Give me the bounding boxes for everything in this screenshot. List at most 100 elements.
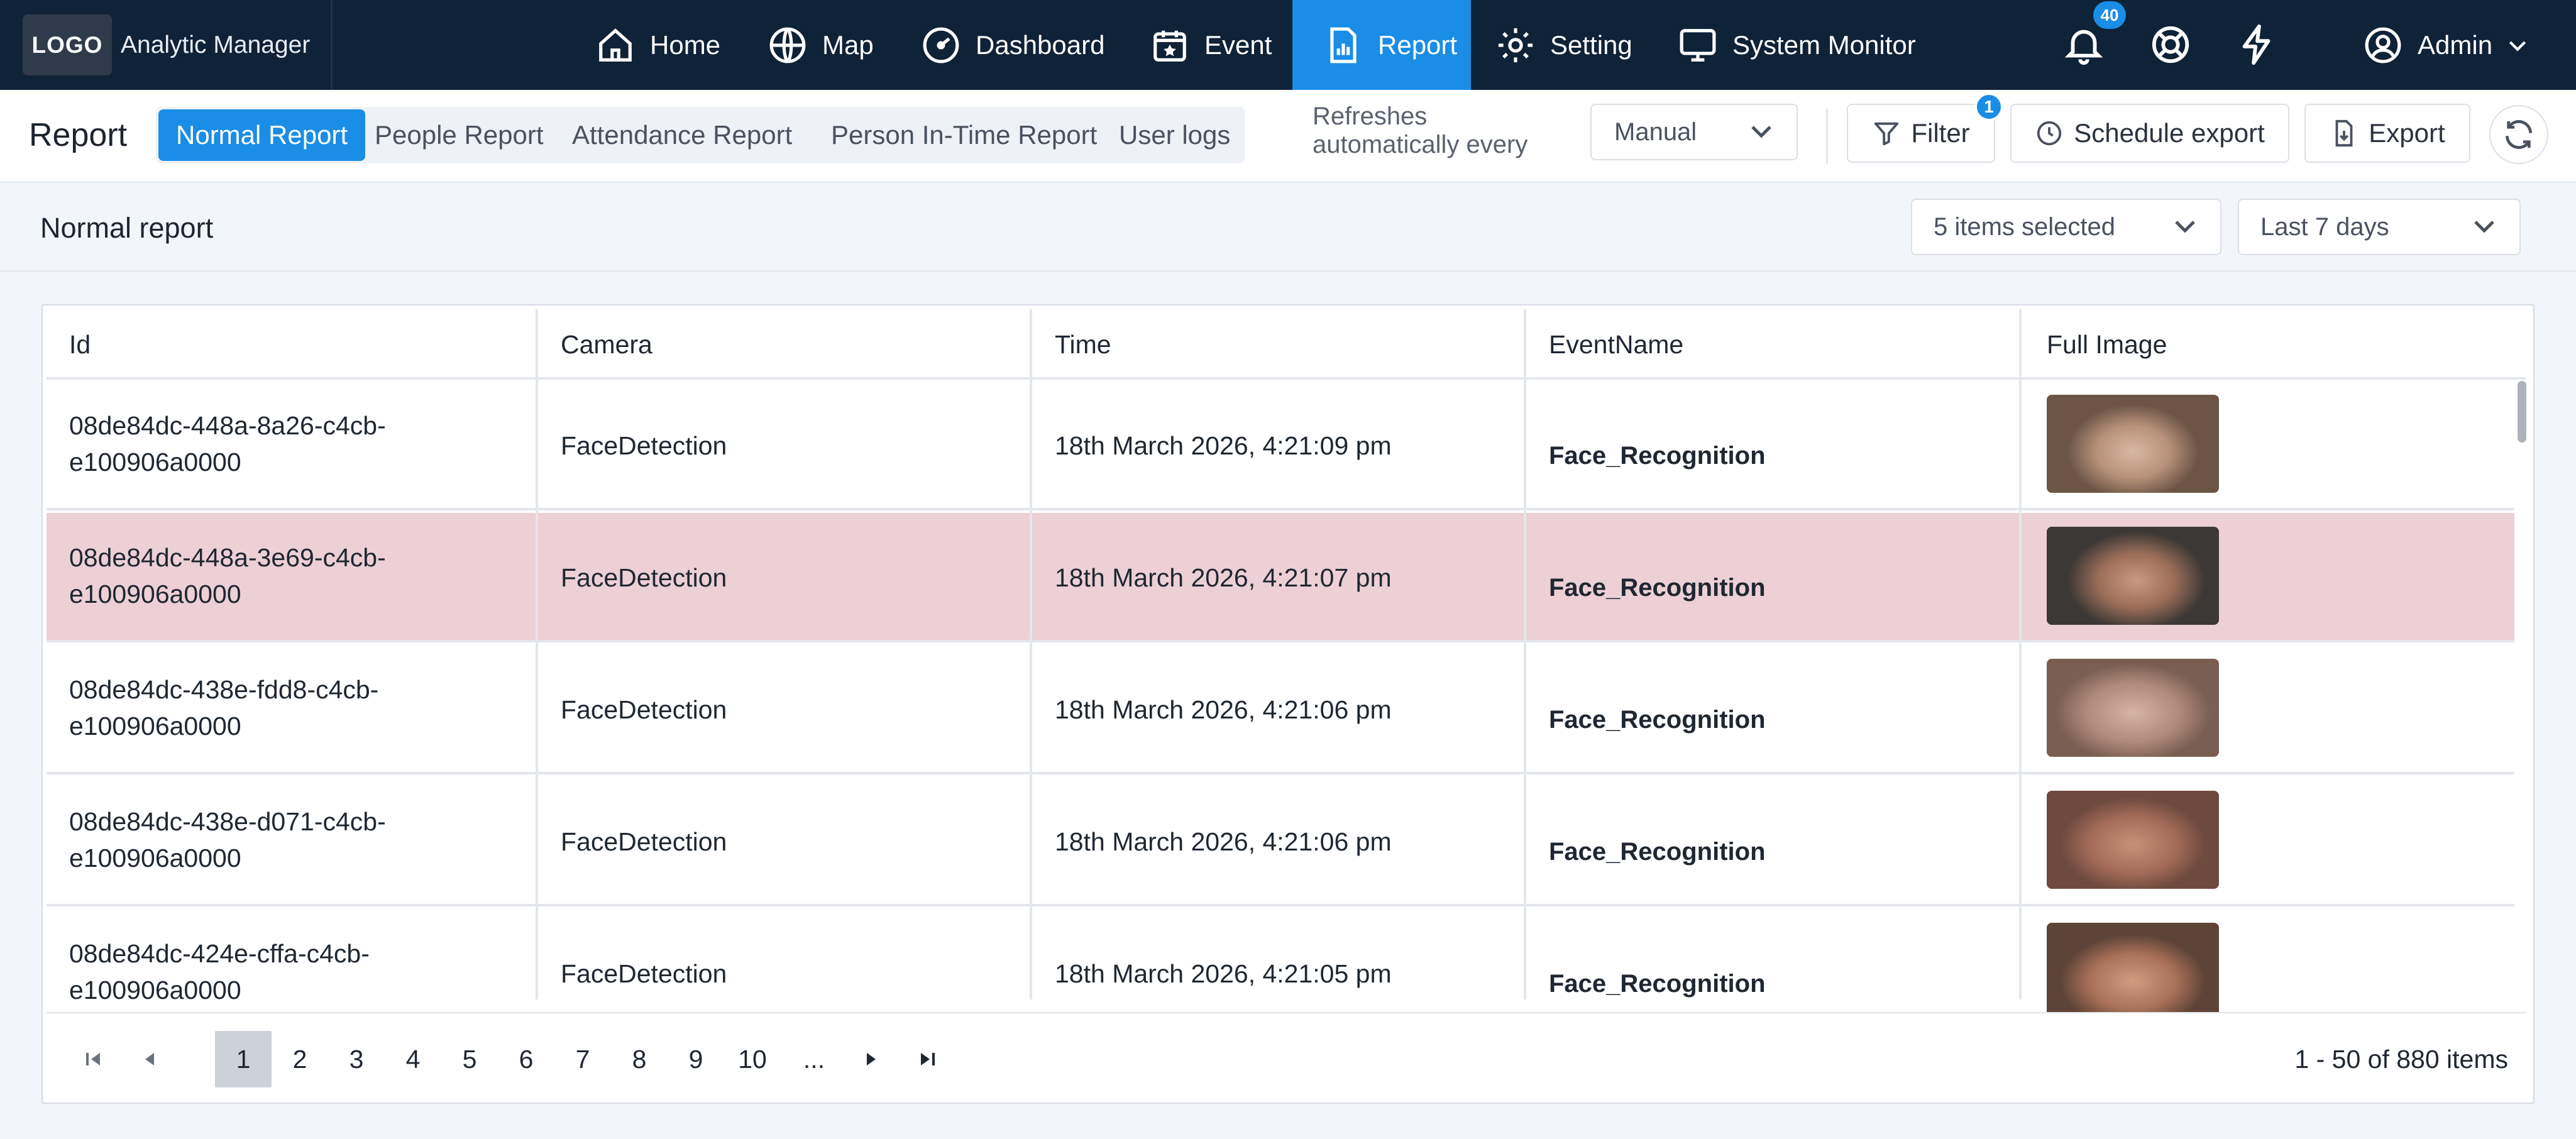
chevron-down-icon [2175, 221, 2195, 233]
nav-system-monitor[interactable]: System Monitor [1678, 0, 1916, 90]
table-row[interactable]: 08de84dc-438e-fdd8-c4cb- e100906a0000 Fa… [47, 645, 2526, 774]
nav-report-label: Report [1378, 30, 1458, 60]
pagination-summary: 1 - 50 of 880 items [2294, 1044, 2508, 1074]
nav-system-monitor-label: System Monitor [1732, 30, 1916, 60]
help-icon[interactable] [2149, 23, 2193, 67]
export-button[interactable]: Export [2304, 104, 2470, 163]
refresh-label-line1: Refreshes [1313, 102, 1428, 130]
first-page-button[interactable] [72, 1031, 116, 1087]
notification-badge: 40 [2093, 1, 2126, 29]
column-header-full-image[interactable]: Full Image [2047, 329, 2167, 359]
tab-attendance-report[interactable]: Attendance Report [572, 120, 793, 150]
nav-map-label: Map [822, 30, 874, 60]
refresh-button[interactable] [2489, 105, 2548, 164]
id-line1: 08de84dc-448a-3e69-c4cb- [69, 543, 386, 572]
filter-button[interactable]: Filter [1847, 104, 1995, 163]
cell-time: 18th March 2026, 4:21:06 pm [1055, 827, 1392, 856]
page-9-button[interactable]: 9 [688, 1044, 703, 1074]
id-line1: 08de84dc-438e-d071-c4cb- [69, 807, 386, 836]
page-6-button[interactable]: 6 [519, 1044, 534, 1074]
page-title: Report [29, 117, 128, 153]
nav-home[interactable]: Home [596, 0, 720, 90]
lightning-icon[interactable] [2235, 23, 2279, 67]
cell-camera: FaceDetection [561, 827, 727, 856]
page-7-button[interactable]: 7 [575, 1044, 590, 1074]
table-header: Id Camera Time EventName Full Image [47, 309, 2526, 380]
nav-dashboard[interactable]: Dashboard [922, 0, 1104, 90]
globe-icon [769, 27, 806, 63]
first-page-icon [86, 1053, 100, 1065]
report-tabs: Normal Report People Report Attendance R… [156, 107, 1245, 163]
id-line1: 08de84dc-448a-8a26-c4cb- [69, 411, 386, 440]
table-row[interactable]: 08de84dc-448a-8a26-c4cb- e100906a0000 Fa… [47, 381, 2526, 510]
next-page-button[interactable] [849, 1031, 893, 1087]
nav-event-label: Event [1204, 30, 1272, 60]
user-name: Admin [2418, 30, 2493, 60]
last-page-icon [921, 1053, 935, 1065]
tab-user-logs[interactable]: User logs [1119, 120, 1231, 150]
brand-divider [331, 0, 333, 90]
file-download-icon [2335, 119, 2353, 147]
previous-page-icon [145, 1053, 154, 1065]
face-thumbnail[interactable] [2047, 791, 2219, 889]
refresh-interval-label: Refreshes automatically every [1313, 102, 1527, 159]
cell-id: 08de84dc-438e-d071-c4cb- e100906a0000 [69, 803, 421, 876]
bell-icon[interactable] [2062, 23, 2106, 67]
nav-setting[interactable]: Setting [1496, 0, 1632, 90]
nav-event[interactable]: Event [1150, 0, 1272, 90]
page-5-button[interactable]: 5 [462, 1044, 477, 1074]
schedule-export-button[interactable]: Schedule export [2010, 104, 2289, 163]
column-header-time[interactable]: Time [1055, 329, 1111, 359]
face-thumbnail[interactable] [2047, 527, 2219, 625]
chevron-down-icon [1751, 126, 1771, 138]
nav-report[interactable]: Report [1292, 0, 1471, 90]
table-scrollbar-thumb[interactable] [2518, 381, 2526, 443]
date-range-dropdown[interactable]: Last 7 days [2238, 199, 2521, 255]
column-divider [2019, 309, 2022, 999]
nav-map[interactable]: Map [768, 0, 874, 90]
tab-people-report[interactable]: People Report [375, 120, 544, 150]
monitor-icon [1680, 28, 1716, 62]
tab-person-in-time-report[interactable]: Person In-Time Report [831, 120, 1098, 150]
filter-icon [1874, 122, 1899, 146]
page-3-button[interactable]: 3 [349, 1044, 364, 1074]
cell-camera: FaceDetection [561, 959, 727, 988]
section-divider [0, 270, 2576, 272]
page-8-button[interactable]: 8 [632, 1044, 647, 1074]
cell-camera: FaceDetection [561, 563, 727, 592]
user-menu[interactable]: Admin [2364, 0, 2530, 90]
column-divider [536, 309, 538, 999]
id-line2: e100906a0000 [69, 448, 241, 476]
table-row[interactable]: 08de84dc-448a-3e69-c4cb- e100906a0000 Fa… [47, 513, 2526, 642]
page-10-button[interactable]: 10 [738, 1044, 767, 1074]
nav-dashboard-label: Dashboard [976, 30, 1105, 60]
filter-button-label: Filter [1911, 118, 1970, 148]
cell-id: 08de84dc-448a-8a26-c4cb- e100906a0000 [69, 407, 421, 480]
previous-page-button[interactable] [128, 1031, 172, 1087]
page-4-button[interactable]: 4 [405, 1044, 421, 1074]
face-thumbnail[interactable] [2047, 923, 2219, 1021]
app-name: Analytic Manager [121, 31, 311, 58]
top-navigation-bar: LOGO Analytic Manager Home Map Dashboard… [0, 0, 2576, 90]
table-scrollbar-track[interactable] [2514, 381, 2528, 999]
page-1-button[interactable]: 1 [215, 1031, 272, 1087]
brand: LOGO Analytic Manager [23, 14, 310, 75]
user-avatar-icon [2365, 27, 2401, 63]
refresh-interval-select[interactable]: Manual [1590, 104, 1798, 160]
tab-normal-report[interactable]: Normal Report [158, 109, 366, 161]
column-header-id[interactable]: Id [69, 329, 91, 359]
table-row[interactable]: 08de84dc-438e-d071-c4cb- e100906a0000 Fa… [47, 777, 2526, 906]
date-range-value: Last 7 days [2260, 212, 2389, 241]
items-selected-value: 5 items selected [1934, 212, 2116, 241]
column-header-camera[interactable]: Camera [561, 329, 652, 359]
last-page-button[interactable] [905, 1031, 949, 1087]
chevron-down-icon [2509, 41, 2526, 52]
face-thumbnail[interactable] [2047, 395, 2219, 493]
column-header-event-name[interactable]: EventName [1549, 329, 1684, 359]
clock-icon [2037, 121, 2062, 146]
page-2-button[interactable]: 2 [292, 1044, 307, 1074]
items-selected-dropdown[interactable]: 5 items selected [1911, 199, 2221, 255]
more-pages-button[interactable]: ... [803, 1044, 825, 1074]
face-thumbnail[interactable] [2047, 659, 2219, 757]
id-line2: e100906a0000 [69, 712, 241, 740]
